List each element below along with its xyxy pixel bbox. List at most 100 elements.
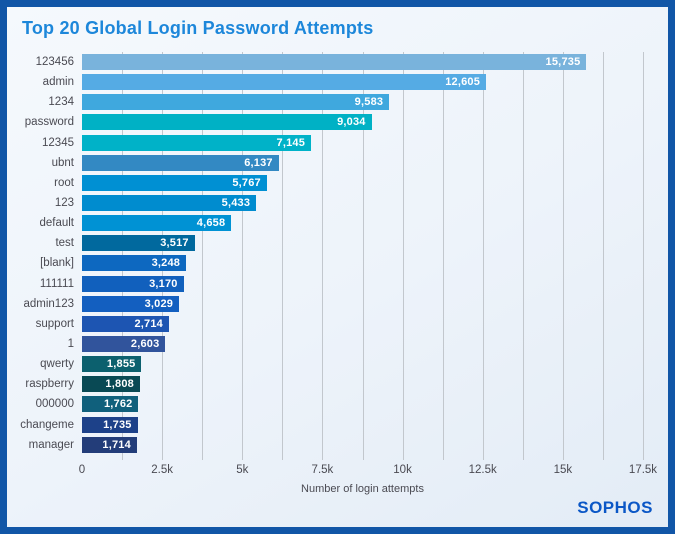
bar-row: 000000 1,762 [7, 394, 668, 414]
chart-title: Top 20 Global Login Password Attempts [22, 18, 374, 38]
value-label: 7,145 [276, 136, 306, 149]
bar: 2,603 [82, 336, 166, 353]
bar-track: 3,170 [82, 275, 643, 292]
category-label: admin123 [23, 297, 74, 310]
bar-track: 7,145 [82, 134, 643, 151]
bar-row: test 3,517 [7, 233, 668, 253]
category-label: 111111 [39, 277, 74, 290]
bar: 1,855 [82, 356, 142, 373]
x-tick-label: 15k [553, 463, 573, 476]
category-label: [blank] [40, 257, 74, 270]
category-label: qwerty [40, 358, 74, 371]
bar-row: 1 2,603 [7, 334, 668, 354]
category-label: test [55, 237, 74, 250]
x-axis-ticks: 0 2.5k 5k 7.5k 10k 12.5k 15k 17.5k [78, 463, 657, 480]
bar: 3,170 [82, 275, 184, 292]
x-tick-label: 5k [236, 463, 249, 476]
bar: 1,735 [82, 416, 138, 433]
bar-track: 9,034 [82, 114, 643, 131]
value-label: 3,029 [144, 297, 174, 310]
bar-track: 1,808 [82, 376, 643, 393]
category-label: 12345 [42, 136, 74, 149]
category-label: ubnt [51, 156, 74, 169]
bar: 5,433 [82, 195, 257, 212]
bar-row: 1234 9,583 [7, 92, 668, 112]
bar-row: qwerty 1,855 [7, 354, 668, 374]
value-label: 15,735 [545, 56, 581, 69]
category-label: 000000 [35, 398, 74, 411]
bar-track: 12,605 [82, 74, 643, 91]
value-label: 2,603 [130, 338, 160, 351]
bar-track: 5,433 [82, 195, 643, 212]
value-label: 9,034 [337, 116, 366, 129]
category-label: default [39, 217, 74, 230]
bar-row: admin123 3,029 [7, 294, 668, 314]
x-tick-label: 17.5k [628, 463, 658, 476]
bar-row: 123456 15,735 [7, 52, 668, 72]
bar-row: admin 12,605 [7, 72, 668, 92]
bar-track: 6,137 [82, 154, 643, 171]
x-axis-title: Number of login attempts [301, 482, 424, 495]
bar-track: 4,658 [82, 215, 643, 232]
x-tick-label: 2.5k [151, 463, 174, 476]
category-label: 123 [54, 197, 74, 210]
bar: 15,735 [82, 54, 587, 71]
category-label: manager [28, 438, 74, 451]
category-label: support [35, 317, 74, 330]
bar: 1,714 [82, 436, 137, 453]
bar: 3,517 [82, 235, 195, 252]
value-label: 5,767 [232, 176, 261, 189]
x-tick-label: 7.5k [311, 463, 334, 476]
value-label: 1,762 [103, 398, 133, 411]
bar-row: raspberry 1,808 [7, 374, 668, 394]
bar: 12,605 [82, 74, 487, 91]
bar-row: 111111 3,170 [7, 274, 668, 294]
bar: 2,714 [82, 315, 169, 332]
bar: 5,767 [82, 174, 267, 191]
value-label: 9,583 [354, 96, 384, 109]
value-label: 1,855 [106, 358, 136, 371]
category-label: raspberry [25, 378, 74, 391]
bar-track: 1,855 [82, 356, 643, 373]
category-label: changeme [20, 418, 74, 431]
value-label: 3,517 [160, 237, 189, 250]
category-label: root [54, 176, 74, 189]
bar: 4,658 [82, 215, 232, 232]
bar-row: root 5,767 [7, 173, 668, 193]
bar-track: 9,583 [82, 94, 643, 111]
bar: 3,029 [82, 295, 180, 312]
value-label: 5,433 [221, 197, 251, 210]
x-tick-label: 0 [78, 463, 86, 476]
bar: 3,248 [82, 255, 187, 272]
bar: 6,137 [82, 154, 279, 171]
bar-track: 1,735 [82, 416, 643, 433]
bar-row: [blank] 3,248 [7, 253, 668, 273]
value-label: 2,714 [134, 317, 163, 330]
x-tick-label: 12.5k [468, 463, 497, 476]
value-label: 1,714 [102, 438, 131, 451]
bar: 9,034 [82, 114, 372, 131]
bar-row: default 4,658 [7, 213, 668, 233]
bar-track: 5,767 [82, 174, 643, 191]
sophos-logo: SOPHOS [577, 498, 653, 517]
bar-track: 15,735 [82, 54, 643, 71]
bar-track: 2,714 [82, 315, 643, 332]
value-label: 4,658 [196, 217, 226, 230]
category-label: 1234 [48, 96, 74, 109]
bar-row: ubnt 6,137 [7, 153, 668, 173]
x-tick-label: 10k [393, 463, 412, 476]
value-label: 3,170 [149, 277, 178, 290]
bar-track: 1,762 [82, 396, 643, 413]
bar-track: 1,714 [82, 436, 643, 453]
bar-row: support 2,714 [7, 314, 668, 334]
bar-row: changeme 1,735 [7, 415, 668, 435]
category-label: 123456 [35, 56, 74, 69]
bar-track: 3,248 [82, 255, 643, 272]
value-label: 1,735 [103, 418, 132, 431]
bar-track: 3,029 [82, 295, 643, 312]
category-label: 1 [67, 338, 74, 351]
bar: 1,762 [82, 396, 139, 413]
bar: 1,808 [82, 376, 140, 393]
bar-row: 12345 7,145 [7, 133, 668, 153]
